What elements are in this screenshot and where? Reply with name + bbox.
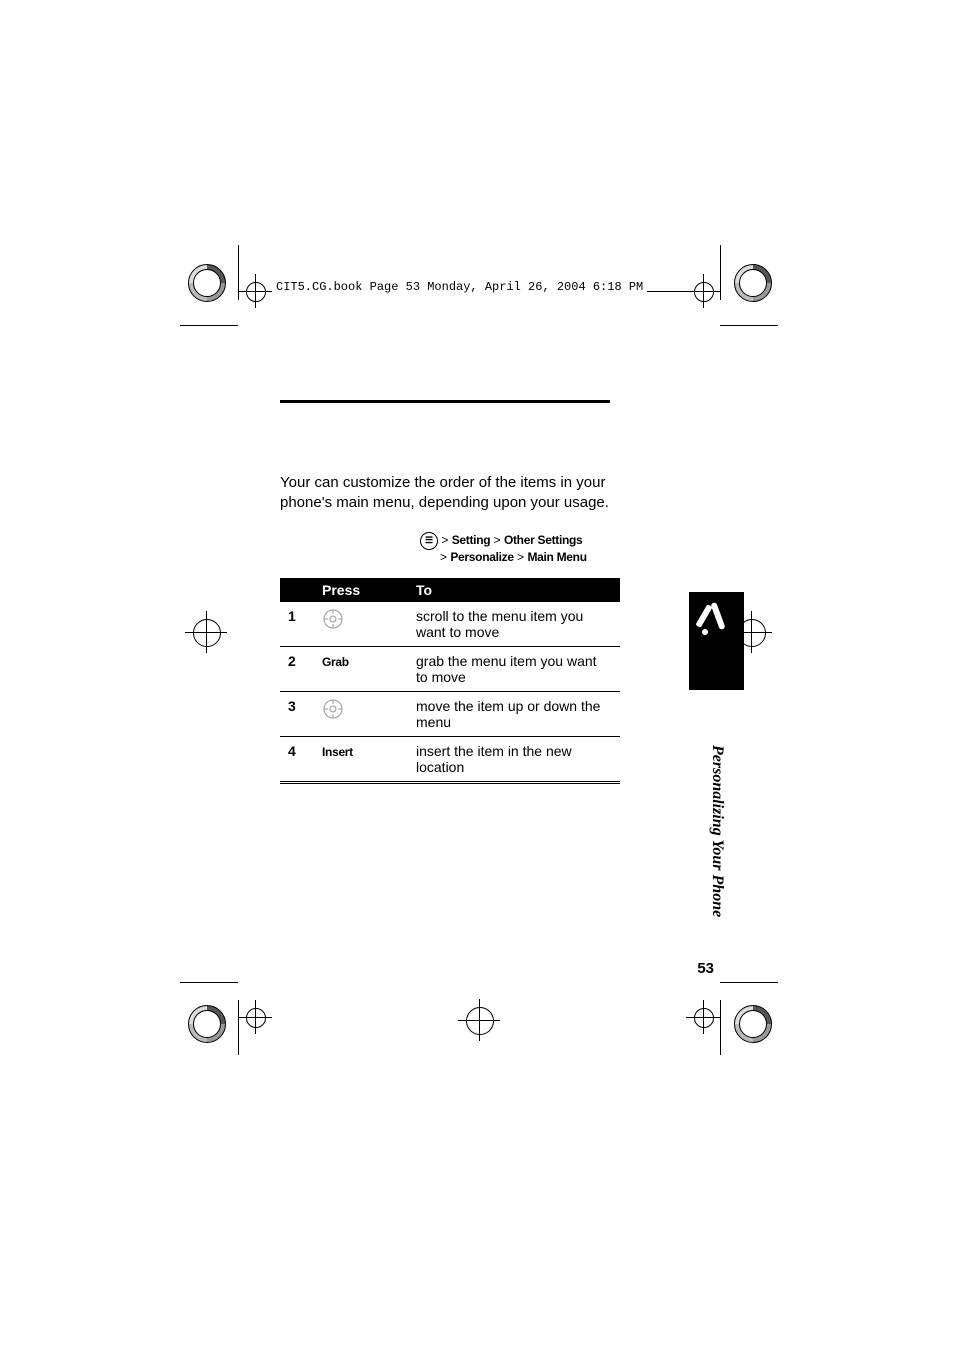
step-number: 1 bbox=[280, 602, 314, 647]
registration-color-wheel bbox=[734, 1005, 772, 1043]
registration-color-wheel bbox=[188, 1005, 226, 1043]
registration-color-wheel bbox=[734, 264, 772, 302]
press-label: Grab bbox=[322, 655, 349, 669]
navigation-key-icon bbox=[322, 698, 344, 720]
crop-mark bbox=[720, 245, 721, 300]
find-feature-block: ☰ > Setting > Other Settings > Personali… bbox=[420, 532, 690, 564]
registration-target bbox=[246, 282, 266, 302]
registration-target bbox=[694, 1008, 714, 1028]
table-row: 3 move the item up or down the menu bbox=[280, 691, 620, 736]
crop-mark bbox=[206, 611, 207, 653]
breadcrumb-main-menu: Main Menu bbox=[527, 550, 586, 564]
crop-mark bbox=[703, 274, 704, 308]
crop-mark bbox=[479, 999, 480, 1041]
registration-target bbox=[246, 1008, 266, 1028]
crop-mark bbox=[255, 1000, 256, 1034]
find-feature-line-1: ☰ > Setting > Other Settings bbox=[420, 532, 690, 550]
step-description: scroll to the menu item you want to move bbox=[408, 602, 620, 647]
registration-target bbox=[694, 282, 714, 302]
table-header-blank bbox=[280, 578, 314, 602]
steps-table: Press To 1 scroll to the menu item you w… bbox=[280, 578, 620, 784]
registration-target bbox=[193, 619, 221, 647]
step-number: 3 bbox=[280, 691, 314, 736]
chapter-tab bbox=[689, 592, 744, 690]
side-chapter-label: Personalizing Your Phone bbox=[708, 745, 726, 917]
page-content: Your can customize the order of the item… bbox=[280, 400, 690, 784]
step-press: Insert bbox=[314, 736, 408, 782]
crop-mark bbox=[720, 1000, 721, 1055]
breadcrumb-personalize: Personalize bbox=[450, 550, 513, 564]
crop-mark bbox=[751, 611, 752, 653]
menu-key-icon: ☰ bbox=[420, 532, 438, 550]
step-press: Grab bbox=[314, 646, 408, 691]
section-rule bbox=[280, 400, 610, 403]
breadcrumb-other-settings: Other Settings bbox=[504, 533, 582, 547]
crop-mark bbox=[720, 325, 778, 326]
step-number: 4 bbox=[280, 736, 314, 782]
crop-mark bbox=[703, 1000, 704, 1034]
table-row: 4 Insert insert the item in the new loca… bbox=[280, 736, 620, 782]
step-press bbox=[314, 691, 408, 736]
registration-target bbox=[466, 1007, 494, 1035]
registration-color-wheel bbox=[188, 264, 226, 302]
table-header-to: To bbox=[408, 578, 620, 602]
intro-paragraph: Your can customize the order of the item… bbox=[280, 473, 620, 514]
crop-mark bbox=[180, 325, 238, 326]
crop-mark bbox=[720, 982, 778, 983]
step-press bbox=[314, 602, 408, 647]
step-description: grab the menu item you want to move bbox=[408, 646, 620, 691]
table-header-press: Press bbox=[314, 578, 408, 602]
press-label: Insert bbox=[322, 745, 353, 759]
step-number: 2 bbox=[280, 646, 314, 691]
page-number: 53 bbox=[697, 960, 714, 977]
step-description: insert the item in the new location bbox=[408, 736, 620, 782]
step-description: move the item up or down the menu bbox=[408, 691, 620, 736]
print-header-text: CIT5.CG.book Page 53 Monday, April 26, 2… bbox=[272, 280, 647, 294]
table-row: 2 Grab grab the menu item you want to mo… bbox=[280, 646, 620, 691]
find-feature-line-2: > Personalize > Main Menu bbox=[420, 550, 690, 564]
breadcrumb-setting: Setting bbox=[452, 533, 491, 547]
navigation-key-icon bbox=[322, 608, 344, 630]
crop-mark bbox=[238, 1000, 239, 1055]
tools-icon bbox=[695, 598, 738, 648]
table-row: 1 scroll to the menu item you want to mo… bbox=[280, 602, 620, 647]
crop-mark bbox=[180, 982, 238, 983]
